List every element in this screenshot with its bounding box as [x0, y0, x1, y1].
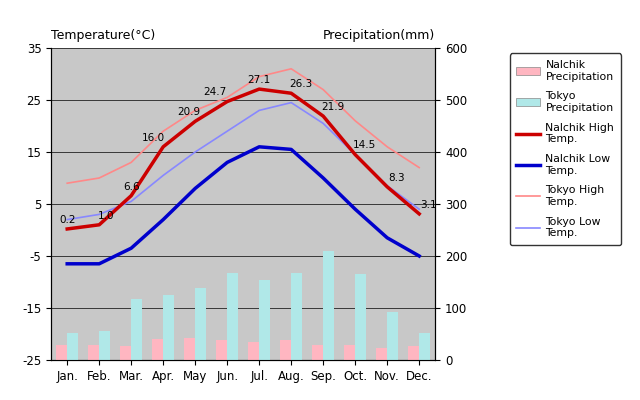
Bar — [120, 346, 131, 360]
Text: 6.6: 6.6 — [123, 182, 140, 192]
Text: Temperature(°C): Temperature(°C) — [51, 29, 156, 42]
Bar — [248, 342, 259, 360]
Text: Precipitation(mm): Precipitation(mm) — [323, 29, 435, 42]
Bar — [280, 340, 291, 360]
Bar — [344, 346, 355, 360]
Bar — [56, 346, 67, 360]
Bar — [195, 288, 206, 360]
Bar — [99, 331, 110, 360]
Bar — [259, 280, 270, 360]
Bar — [387, 312, 398, 360]
Text: 26.3: 26.3 — [289, 79, 312, 89]
Text: 3.1: 3.1 — [420, 200, 437, 210]
Bar — [88, 346, 99, 360]
Text: 27.1: 27.1 — [248, 75, 271, 85]
Bar — [355, 274, 366, 360]
Bar — [408, 346, 419, 360]
Bar — [131, 299, 142, 360]
Bar — [184, 338, 195, 360]
Text: 0.2: 0.2 — [59, 215, 76, 225]
Legend: Nalchik
Precipitation, Tokyo
Precipitation, Nalchik High
Temp., Nalchik Low
Temp: Nalchik Precipitation, Tokyo Precipitati… — [509, 54, 621, 245]
Bar — [67, 333, 79, 360]
Text: 24.7: 24.7 — [203, 87, 226, 97]
Text: 20.9: 20.9 — [177, 107, 200, 117]
Bar — [419, 334, 430, 360]
Bar — [163, 295, 174, 360]
Text: 21.9: 21.9 — [321, 102, 344, 112]
Bar — [152, 339, 163, 360]
Text: 14.5: 14.5 — [353, 140, 376, 150]
Text: 16.0: 16.0 — [142, 133, 165, 143]
Text: 1.0: 1.0 — [97, 211, 114, 221]
Bar — [323, 251, 334, 360]
Bar — [312, 346, 323, 360]
Text: 8.3: 8.3 — [388, 173, 405, 183]
Bar — [227, 273, 238, 360]
Bar — [291, 273, 302, 360]
Bar — [216, 340, 227, 360]
Bar — [376, 348, 387, 360]
